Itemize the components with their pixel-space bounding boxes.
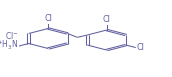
Text: Cl$^{-}$: Cl$^{-}$	[5, 30, 19, 41]
Text: $^{+}$H$_3$N: $^{+}$H$_3$N	[0, 39, 19, 53]
Text: Cl: Cl	[44, 14, 52, 23]
Text: Cl: Cl	[136, 43, 144, 52]
Text: Cl: Cl	[103, 15, 111, 24]
